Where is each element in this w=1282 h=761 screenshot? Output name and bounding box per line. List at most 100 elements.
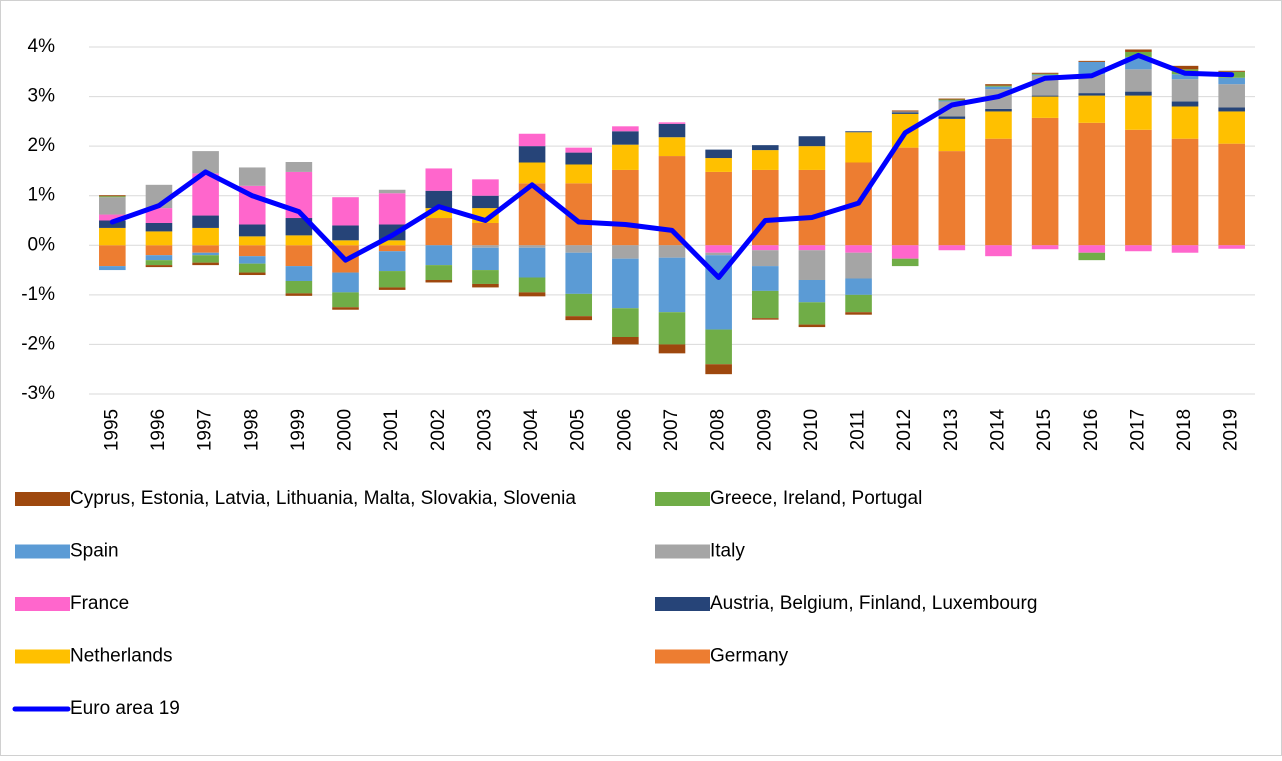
bar-segment: [751, 250, 779, 267]
bar-segment: [985, 111, 1012, 139]
line-series: [109, 52, 1235, 281]
bar-segment: [238, 224, 266, 237]
bar-segment: [798, 146, 826, 170]
bar-segment: [1078, 245, 1106, 253]
bar-segment: [751, 266, 779, 291]
legend-label: Greece, Ireland, Portugal: [710, 488, 922, 509]
bar-segment: [1218, 245, 1245, 249]
legend-swatch: [655, 492, 710, 506]
bar-segment: [938, 100, 966, 102]
bar-segment: [518, 245, 546, 248]
bar-segment: [238, 256, 266, 264]
bar-segment: [1125, 129, 1152, 246]
x-tick-label: 2002: [428, 409, 449, 451]
bar-segment: [845, 294, 872, 313]
bar-segment: [518, 247, 546, 278]
bar-segment: [192, 245, 219, 253]
bar-segment: [1078, 252, 1106, 261]
bar-segment: [99, 214, 126, 221]
bar-segment: [845, 131, 872, 133]
bar-segment: [565, 152, 593, 165]
y-tick-label: -3%: [21, 383, 55, 404]
bar-segment: [705, 329, 732, 365]
legend-label: Euro area 19: [70, 698, 180, 719]
bar-segment: [285, 293, 313, 296]
bar-segment: [472, 245, 499, 248]
bar-segment: [938, 116, 966, 119]
bar-segment: [705, 364, 732, 375]
bar-segment: [845, 252, 872, 279]
bar-segment: [658, 344, 686, 354]
bar-segment: [332, 197, 359, 226]
bar-segment: [378, 245, 406, 252]
bar-segment: [891, 110, 919, 112]
x-tick-label: 2008: [708, 409, 729, 451]
x-tick-label: 2009: [754, 409, 775, 451]
x-tick-label: 2019: [1221, 409, 1242, 451]
bar-segment: [192, 151, 219, 174]
bar-segment: [1031, 73, 1059, 75]
bar-segment: [145, 265, 173, 268]
bar-segment: [705, 252, 732, 256]
x-tick-label: 2013: [941, 409, 962, 451]
bar-segment: [238, 236, 266, 246]
bar-segment: [1125, 49, 1152, 52]
legend-label: Netherlands: [70, 646, 172, 667]
x-tick-label: 2016: [1081, 409, 1102, 451]
bar-segment: [985, 108, 1012, 112]
legend-swatch: [655, 597, 710, 611]
bar-segment: [145, 260, 173, 266]
bar-segment: [1171, 101, 1199, 107]
bar-segment: [1078, 95, 1106, 123]
bar-segment: [472, 195, 499, 209]
bar-segment: [1078, 74, 1106, 94]
bar-segment: [658, 123, 686, 138]
bar-segment: [332, 307, 359, 310]
bar-segment: [332, 240, 359, 246]
bar-segment: [472, 247, 499, 271]
bar-segment: [891, 245, 919, 259]
bar-segment: [1171, 65, 1199, 70]
bar-segment: [1078, 122, 1106, 246]
bar-segment: [425, 218, 453, 246]
legend-swatch: [15, 492, 70, 506]
bar-segment: [658, 257, 686, 313]
y-tick-label: 0%: [28, 234, 56, 255]
y-tick-label: 2%: [28, 135, 56, 156]
bar-segment: [798, 250, 826, 280]
bar-segment: [378, 189, 406, 194]
bar-segment: [705, 158, 732, 172]
bar-segment: [285, 162, 313, 172]
bar-segment: [658, 312, 686, 345]
bar-segment: [1031, 245, 1059, 250]
bar-segment: [425, 190, 453, 209]
bar-segment: [612, 126, 639, 132]
bar-segment: [612, 258, 639, 309]
legend-swatch: [15, 649, 70, 664]
bar-segment: [845, 132, 872, 163]
x-tick-label: 2015: [1034, 409, 1055, 451]
bar-segment: [1171, 138, 1199, 246]
y-tick-label: -1%: [21, 284, 55, 305]
bar-segment: [285, 218, 313, 236]
bar-segment: [378, 193, 406, 225]
bar-segment: [1078, 60, 1106, 62]
bar-segment: [99, 227, 126, 246]
bar-segment: [285, 245, 313, 267]
bar-segment: [518, 162, 546, 184]
bar-segment: [751, 318, 779, 320]
bar-segment: [612, 336, 639, 345]
bar-segment: [425, 208, 453, 219]
bar-segment: [565, 316, 593, 321]
legend-swatch: [655, 649, 710, 664]
bar-segment: [1125, 91, 1152, 96]
bar-segment: [845, 278, 872, 295]
bar-segment: [751, 290, 779, 319]
bar-segment: [1218, 143, 1245, 246]
bar-segment: [938, 98, 966, 100]
bar-segment: [1171, 106, 1199, 139]
bar-segment: [798, 136, 826, 147]
bar-segment: [425, 265, 453, 280]
